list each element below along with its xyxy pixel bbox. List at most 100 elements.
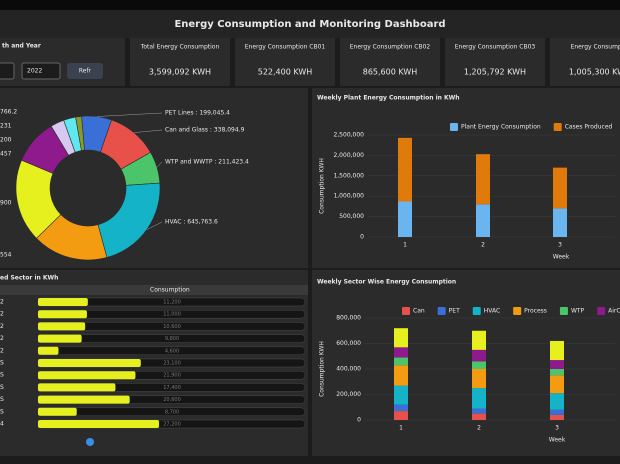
slice-label: 766.2 bbox=[0, 109, 17, 116]
legend-swatch bbox=[513, 307, 522, 315]
bar-segment bbox=[472, 388, 486, 409]
leader-line bbox=[96, 112, 163, 117]
leader-line bbox=[133, 129, 163, 133]
row-label: 4 bbox=[0, 421, 4, 428]
row-label: S bbox=[0, 360, 4, 367]
legend-label: WTP bbox=[571, 308, 585, 315]
bar bbox=[38, 359, 141, 367]
leader-line bbox=[156, 161, 163, 168]
value-label: 8,700 bbox=[165, 409, 179, 415]
value-label: 21,900 bbox=[163, 373, 181, 379]
kpi-value: 522,400 KWH bbox=[258, 68, 313, 77]
value-label: 9,800 bbox=[165, 336, 179, 342]
bar bbox=[38, 383, 116, 392]
bar-segment bbox=[550, 369, 564, 376]
x-tick-label: 2 bbox=[477, 425, 481, 432]
slice-label: 900 bbox=[0, 200, 12, 207]
kpi-value: 3,599,092 KWH bbox=[149, 68, 211, 77]
bar-segment bbox=[398, 137, 412, 202]
y-tick-label: 1,000,000 bbox=[333, 193, 364, 200]
kpi-label: Total Energy Consumption bbox=[140, 44, 220, 51]
bar-segment bbox=[472, 413, 486, 420]
kpi-card bbox=[445, 38, 545, 86]
bar-segment bbox=[394, 357, 408, 366]
filter-title: th and Year bbox=[2, 43, 41, 50]
kpi-card bbox=[235, 38, 335, 86]
bar-segment bbox=[550, 393, 564, 410]
page-dot[interactable] bbox=[86, 438, 94, 446]
legend-swatch bbox=[437, 307, 446, 315]
slice-label: Can and Glass : 338,094.9 bbox=[165, 127, 245, 134]
kpi-value: 1,205,792 KWH bbox=[464, 68, 526, 77]
row-label: 2 bbox=[0, 323, 4, 330]
table-header bbox=[0, 285, 308, 295]
bar-segment bbox=[553, 167, 567, 209]
value-label: 4,600 bbox=[165, 348, 179, 354]
bar bbox=[38, 407, 77, 416]
legend-label: Can bbox=[413, 308, 425, 315]
kpi-card bbox=[340, 38, 440, 86]
value-label: 20,600 bbox=[163, 397, 181, 403]
y-tick-label: 400,000 bbox=[336, 366, 361, 373]
slice-label: 554 bbox=[0, 252, 12, 259]
y-tick-label: 200,000 bbox=[336, 391, 361, 398]
bar-segment bbox=[550, 375, 564, 394]
year-value: 2022 bbox=[27, 68, 42, 75]
row-label: 2 bbox=[0, 335, 4, 342]
kpi-label: Energy Consumption CB02 bbox=[350, 44, 431, 51]
value-label: 23,100 bbox=[163, 361, 181, 367]
table-header-label: Consumption bbox=[150, 287, 190, 294]
y-tick-label: 0 bbox=[357, 417, 361, 424]
y-tick-label: 800,000 bbox=[336, 315, 361, 322]
kpi-card bbox=[130, 38, 230, 86]
bar-segment bbox=[394, 385, 408, 405]
month-select[interactable] bbox=[0, 62, 15, 80]
kpi-value: 1,005,300 KWH bbox=[569, 68, 620, 77]
table-title: ed Sector in KWh bbox=[0, 275, 58, 282]
bar-segment bbox=[550, 360, 564, 369]
button-label: Refr bbox=[79, 68, 92, 75]
value-label: 10,600 bbox=[163, 324, 181, 330]
row-label: 2 bbox=[0, 347, 4, 354]
bar-segment bbox=[394, 404, 408, 412]
bar-segment bbox=[394, 365, 408, 386]
bar bbox=[38, 298, 88, 306]
x-tick-label: 2 bbox=[481, 242, 485, 249]
kpi-label: Energy Consumption CB01 bbox=[245, 44, 326, 51]
filter-panel bbox=[0, 38, 125, 86]
bar-segment bbox=[550, 409, 564, 415]
sector-panel bbox=[312, 270, 620, 456]
kpi-label: Energy Consumption CB03 bbox=[455, 44, 536, 51]
value-label: 11,000 bbox=[163, 312, 181, 318]
slice-label: WTP and WWTP : 211,423.4 bbox=[165, 159, 249, 166]
y-tick-label: 500,000 bbox=[339, 213, 364, 220]
refresh-button[interactable] bbox=[67, 63, 103, 79]
pie-slice bbox=[63, 116, 82, 153]
year-select[interactable] bbox=[21, 62, 61, 80]
chart-title: Weekly Plant Energy Consumption in KWh bbox=[317, 95, 460, 102]
slice-label: HVAC : 645,763.6 bbox=[165, 219, 218, 226]
bar bbox=[38, 346, 59, 355]
bar-segment bbox=[394, 328, 408, 348]
top-bar bbox=[0, 0, 620, 10]
y-tick-label: 0 bbox=[360, 234, 364, 241]
slice-label: 231 bbox=[0, 123, 12, 130]
bar bbox=[38, 395, 130, 404]
x-axis-label: Week bbox=[549, 437, 566, 444]
row-label: S bbox=[0, 408, 4, 415]
legend-swatch bbox=[559, 307, 568, 315]
bar bbox=[38, 334, 82, 343]
bar-segment bbox=[472, 330, 486, 350]
row-label: S bbox=[0, 396, 4, 403]
row-label: S bbox=[0, 384, 4, 391]
bar-segment bbox=[553, 208, 567, 237]
slice-label: 457 bbox=[0, 151, 12, 158]
y-tick-label: 2,000,000 bbox=[333, 152, 364, 159]
y-tick-label: 600,000 bbox=[336, 340, 361, 347]
legend-swatch bbox=[402, 307, 410, 315]
bar-segment bbox=[394, 347, 408, 358]
slice-label: 200 bbox=[0, 137, 12, 144]
legend-swatch bbox=[553, 123, 562, 131]
x-tick-label: 3 bbox=[555, 425, 559, 432]
